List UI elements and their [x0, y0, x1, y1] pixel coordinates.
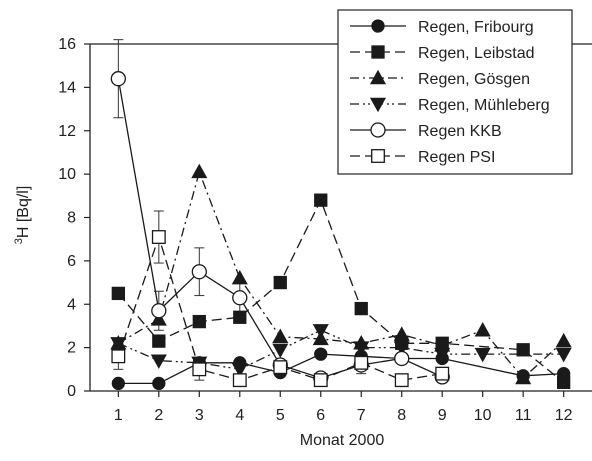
- data-point-marker: [515, 369, 532, 385]
- data-point-marker: [369, 69, 387, 85]
- data-point-marker: [111, 349, 126, 364]
- legend-box: [337, 9, 573, 175]
- data-point-marker: [273, 275, 287, 290]
- y-tick-label: 12: [58, 123, 76, 140]
- series-markers: [110, 71, 572, 391]
- data-point-marker: [474, 347, 491, 363]
- data-point-marker: [111, 286, 125, 301]
- data-point-marker: [394, 373, 409, 388]
- data-point-marker: [231, 363, 248, 378]
- data-point-marker: [150, 354, 167, 369]
- legend-label: Regen, Gösgen: [418, 71, 530, 88]
- data-point-marker: [191, 264, 207, 280]
- x-tick-label: 3: [195, 407, 204, 424]
- data-point-marker: [393, 326, 410, 341]
- y-tick-label: 6: [67, 253, 76, 270]
- x-axis-title: Monat 2000: [300, 432, 385, 449]
- data-point-marker: [557, 375, 571, 389]
- x-tick-label: 5: [276, 407, 285, 424]
- data-point-marker: [152, 376, 166, 391]
- data-point-marker: [313, 373, 328, 388]
- series-line: [118, 329, 564, 370]
- legend-label: Regen, Leibstad: [418, 45, 535, 62]
- data-point-marker: [434, 347, 451, 363]
- data-point-marker: [272, 343, 289, 359]
- data-point-marker: [314, 347, 328, 361]
- data-point-marker: [353, 341, 370, 356]
- y-axis-title: 3H [Bq/l]: [13, 186, 32, 245]
- y-tick-label: 2: [67, 340, 76, 357]
- legend-label: Regen KKB: [418, 123, 502, 140]
- y-tick-label: 10: [58, 166, 76, 183]
- data-point-marker: [110, 71, 126, 87]
- data-point-marker: [151, 230, 166, 244]
- series-line: [118, 169, 565, 379]
- data-point-marker: [110, 337, 127, 352]
- x-tick-label: 8: [397, 407, 406, 424]
- x-tick-label: 1: [114, 407, 123, 424]
- legend-label: Regen, Mühleberg: [418, 97, 550, 114]
- y-tick-label: 8: [67, 210, 76, 227]
- data-point-marker: [272, 328, 289, 343]
- data-point-marker: [151, 303, 167, 319]
- data-point-marker: [111, 376, 125, 391]
- data-point-marker: [232, 290, 248, 306]
- data-point-marker: [152, 334, 166, 348]
- data-point-marker: [394, 350, 410, 367]
- y-tick-label: 14: [58, 79, 76, 96]
- x-tick-label: 9: [438, 407, 447, 424]
- data-point-marker: [371, 149, 385, 163]
- data-point-marker: [370, 122, 386, 138]
- data-point-marker: [231, 269, 248, 285]
- x-tick-label: 12: [555, 407, 573, 424]
- data-point-marker: [516, 343, 530, 357]
- data-point-marker: [354, 301, 368, 316]
- y-axis-title-superscript: 3: [13, 238, 25, 244]
- data-point-marker: [354, 355, 369, 370]
- data-point-marker: [232, 373, 247, 388]
- x-tick-label: 4: [235, 407, 244, 424]
- legend-label: Regen, Fribourg: [418, 19, 534, 36]
- y-tick-label: 4: [67, 296, 76, 313]
- x-tick-label: 7: [357, 407, 366, 424]
- data-point-marker: [233, 310, 247, 324]
- x-tick-label: 10: [474, 407, 492, 424]
- data-point-marker: [369, 97, 387, 113]
- data-point-marker: [192, 314, 206, 329]
- y-tick-label: 0: [67, 383, 76, 400]
- data-point-marker: [555, 332, 572, 348]
- data-point-marker: [371, 45, 385, 59]
- data-point-marker: [474, 322, 491, 337]
- data-point-marker: [314, 193, 328, 207]
- data-point-marker: [192, 362, 207, 377]
- legend-label: Regen PSI: [418, 149, 495, 166]
- data-point-marker: [191, 163, 208, 179]
- x-tick-label: 11: [515, 407, 532, 424]
- x-tick-label: 2: [154, 407, 163, 424]
- data-point-marker: [273, 360, 288, 375]
- y-axis-title-text: H [Bq/l]: [15, 186, 32, 238]
- y-tick-label: 16: [58, 36, 76, 53]
- x-tick-label: 6: [316, 407, 325, 424]
- data-point-marker: [312, 324, 329, 339]
- data-point-marker: [393, 341, 410, 356]
- data-point-marker: [371, 19, 385, 33]
- data-point-marker: [435, 366, 450, 381]
- legend: Regen, Fribourg Regen, Leibstad Regen, Gös…: [337, 9, 573, 175]
- data-point-marker: [150, 311, 167, 326]
- data-point-marker: [555, 347, 572, 363]
